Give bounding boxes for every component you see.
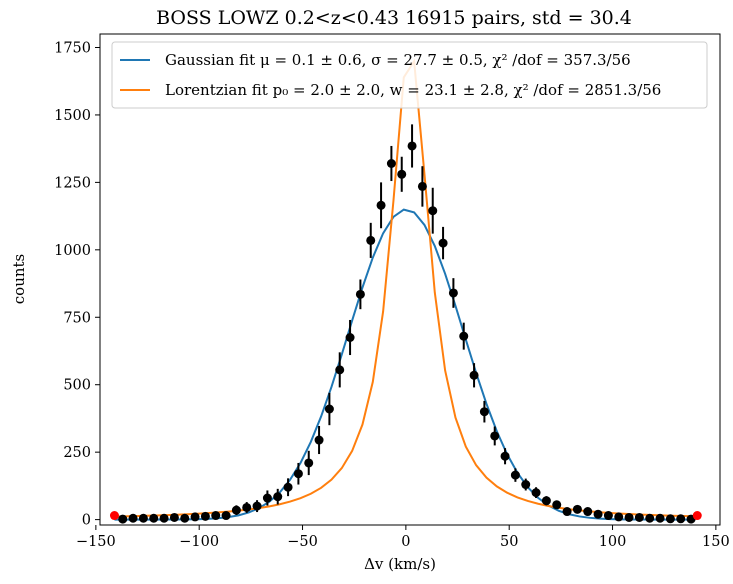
data-point [500,451,510,461]
data-point [655,513,665,523]
data-point [314,435,324,445]
legend: Gaussian fit μ = 0.1 ± 0.6, σ = 27.7 ± 0… [111,41,708,109]
y-tick-label: 750 [63,310,91,326]
data-point [293,469,303,479]
y-tick-label: 1750 [54,40,91,56]
data-point [335,365,345,375]
chart-title: BOSS LOWZ 0.2<z<0.43 16915 pairs, std = … [156,7,632,29]
data-point [531,488,541,498]
data-point [634,512,644,522]
data-point [273,492,283,502]
data-point [252,501,262,511]
data-point [118,514,128,524]
x-axis: −150 −100 −50 0 50 100 150 [76,525,730,550]
y-tick-label: 1500 [54,108,91,124]
plot-area [99,33,721,526]
data-point [572,504,582,514]
y-tick-label: 1000 [54,243,91,259]
data-point [345,333,355,343]
y-tick-label: 1250 [54,175,91,191]
data-point [149,513,159,523]
x-tick-label: −150 [76,534,116,550]
legend-label-gaussian: Gaussian fit μ = 0.1 ± 0.6, σ = 27.7 ± 0… [165,51,631,69]
data-point [552,500,562,510]
data-point [645,513,655,523]
data-point [417,181,427,191]
plot-frame [99,33,721,526]
data-point [366,235,376,245]
data-point [304,458,314,468]
data-point [407,141,417,151]
y-tick-label: 0 [82,513,91,529]
data-point [262,493,272,503]
y-tick-label: 500 [63,378,91,394]
data-point [676,514,686,524]
data-point [138,513,148,523]
y-axis-label: counts [10,254,28,304]
data-point [541,496,551,506]
data-point [231,505,241,515]
data-point [448,288,458,298]
x-tick-label: −100 [179,534,219,550]
data-point [242,502,252,512]
data-point [624,512,634,522]
data-point [490,431,500,441]
data-point [180,513,190,523]
end-point [692,511,702,521]
data-point [583,507,593,517]
data-point [479,407,489,417]
y-tick-label: 250 [63,445,91,461]
data-point [190,512,200,522]
data-point [128,513,138,523]
data-point [562,507,572,517]
data-point [355,289,365,299]
x-tick-label: 100 [599,534,627,550]
data-points [109,124,702,524]
data-point [324,404,334,414]
x-tick-label: −50 [287,534,318,550]
data-point [211,511,221,521]
data-point [459,331,469,341]
x-tick-label: 0 [401,534,410,550]
data-point [386,158,396,168]
x-axis-label: Δv (km/s) [364,555,436,573]
legend-box [111,41,708,109]
data-point [593,509,603,519]
x-tick-label: 50 [500,534,518,550]
data-point [397,169,407,179]
x-tick-label: 150 [702,534,730,550]
data-point [169,512,179,522]
data-point [221,511,231,521]
y-axis: 0 250 500 750 1000 1250 1500 1750 [54,40,100,529]
data-point [159,513,169,523]
data-point [200,511,210,521]
data-point [376,200,386,210]
data-point [438,238,448,248]
data-point [603,511,613,521]
data-point [665,514,675,524]
data-point [469,370,479,380]
legend-label-lorentzian: Lorentzian fit p₀ = 2.0 ± 2.0, w = 23.1 … [165,81,661,99]
end-point [109,511,119,521]
data-point [510,470,520,480]
data-point [521,480,531,490]
data-point [614,512,624,522]
data-point [283,482,293,492]
data-point [428,206,438,216]
